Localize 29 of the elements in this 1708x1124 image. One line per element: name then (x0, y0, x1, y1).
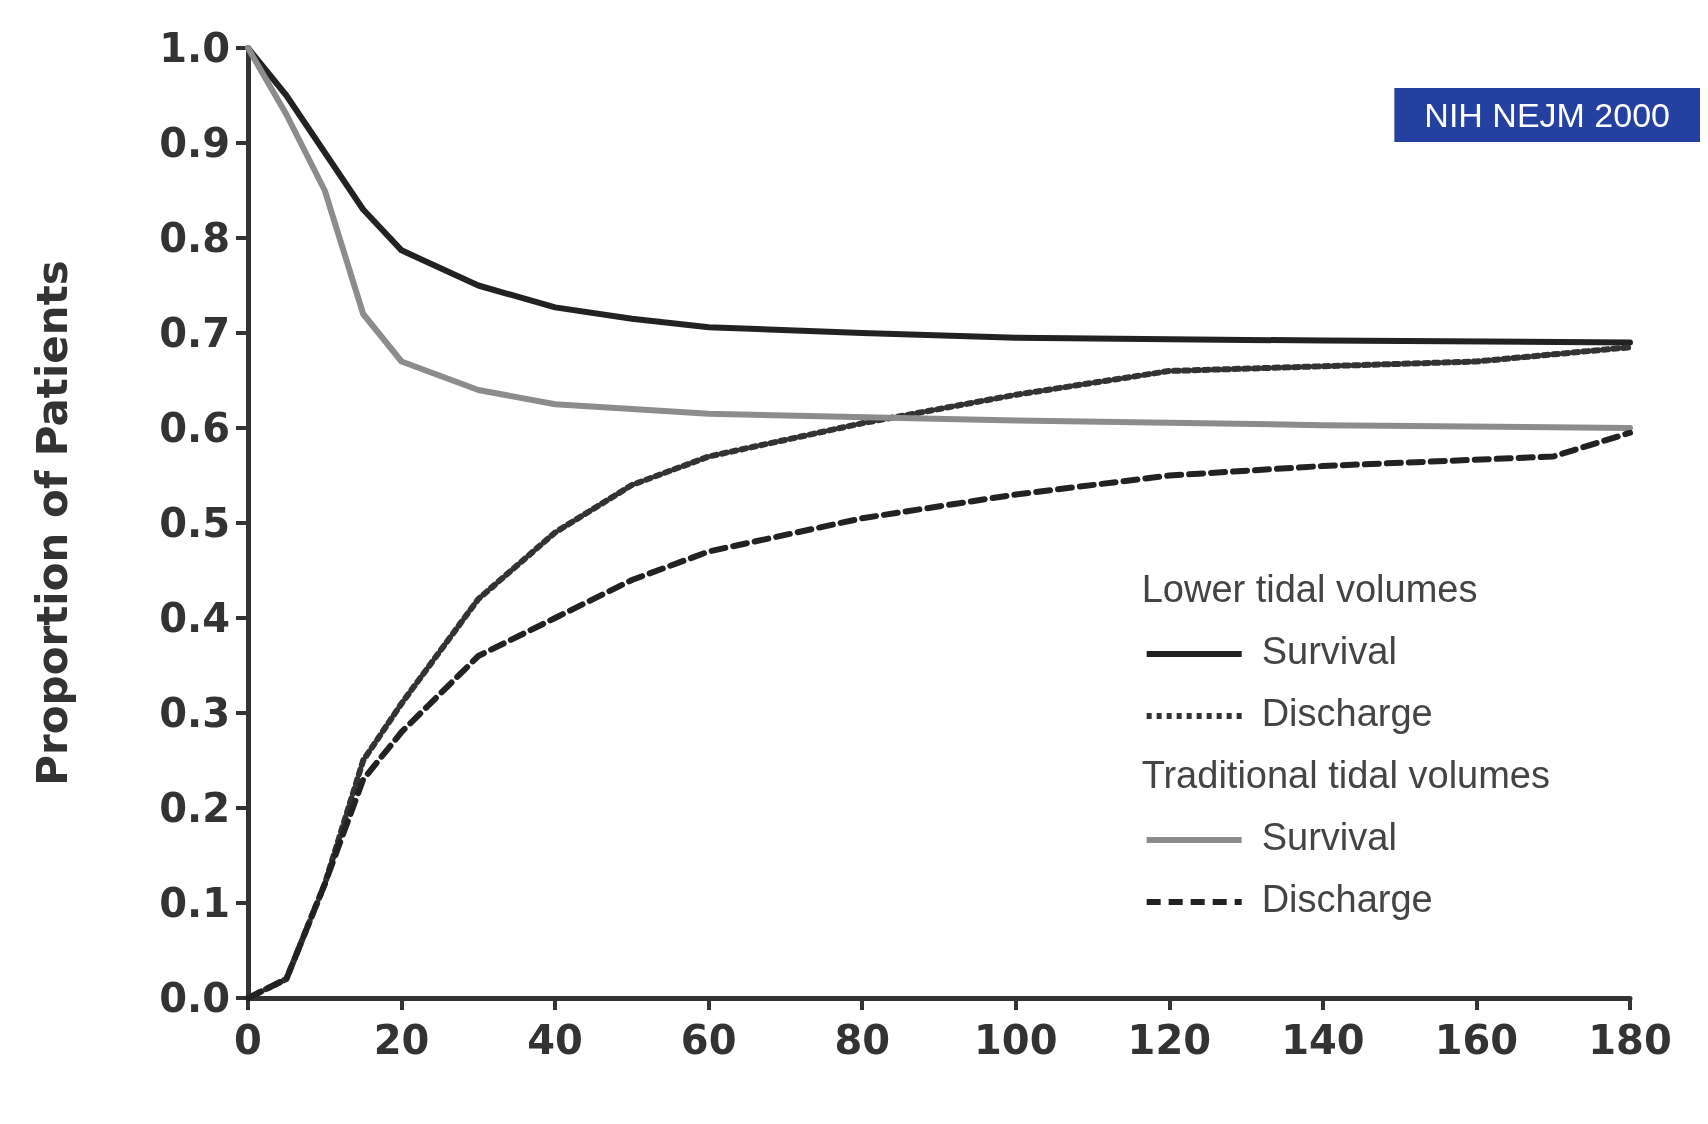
y-tick-label: 0.6 (159, 405, 230, 451)
x-tick-label: 0 (234, 1017, 262, 1063)
y-axis-title: Proportion of Patients (27, 260, 77, 786)
y-tick-label: 0.3 (159, 690, 230, 736)
x-tick-label: 120 (1127, 1017, 1212, 1063)
x-tick-label: 180 (1588, 1017, 1672, 1063)
annotation: Lower tidal volumes (1141, 568, 1478, 610)
y-tick-label: 0.1 (159, 880, 230, 926)
y-tick-label: 0.7 (159, 310, 230, 356)
y-tick-label: 0.9 (159, 120, 230, 166)
y-tick-label: 0.2 (159, 785, 230, 831)
x-tick-label: 100 (974, 1017, 1058, 1063)
x-tick-label: 80 (834, 1017, 891, 1063)
y-tick-label: 1.0 (159, 25, 230, 71)
x-tick-label: 20 (373, 1017, 430, 1063)
legend-label: Discharge (1261, 878, 1433, 920)
x-tick-label: 60 (680, 1017, 737, 1063)
annotation: NIH NEJM 2000 (1424, 96, 1670, 134)
legend-label: Survival (1261, 816, 1397, 858)
annotation: Traditional tidal volumes (1141, 754, 1551, 796)
y-tick-label: 0.5 (159, 500, 230, 546)
legend-label: Discharge (1261, 692, 1433, 734)
x-tick-label: 160 (1434, 1017, 1519, 1063)
x-tick-label: 140 (1281, 1017, 1365, 1063)
legend-label: Survival (1261, 630, 1397, 672)
y-tick-label: 0.4 (159, 595, 230, 641)
x-tick-label: 40 (527, 1017, 583, 1063)
y-tick-label: 0.0 (159, 975, 230, 1021)
y-tick-label: 0.8 (159, 215, 230, 261)
